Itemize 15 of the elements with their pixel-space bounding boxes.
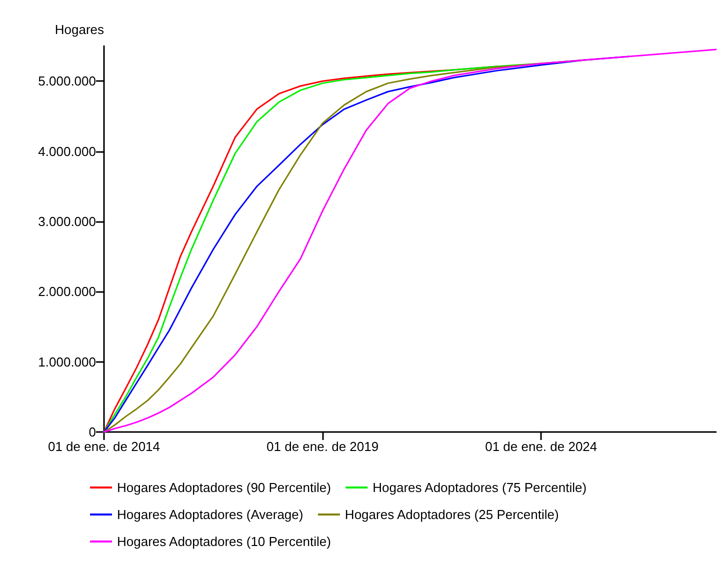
x-tick-label: 01 de ene. de 2024 <box>485 439 598 454</box>
legend-label: Hogares Adoptadores (Average) <box>117 507 304 522</box>
legend-label: Hogares Adoptadores (25 Percentile) <box>344 507 559 522</box>
y-axis-title: Hogares <box>54 22 104 37</box>
y-tick-label: 3.000.000 <box>38 214 96 229</box>
y-tick-label: 5.000.000 <box>38 74 96 89</box>
legend-label: Hogares Adoptadores (75 Percentile) <box>372 480 587 495</box>
y-tick-label: 2.000.000 <box>38 284 96 300</box>
y-tick-label: 4.000.000 <box>38 144 96 159</box>
legend-label: Hogares Adoptadores (90 Percentile) <box>117 480 331 495</box>
x-tick-label: 01 de ene. de 2014 <box>48 439 160 454</box>
y-tick-label: 1.000.000 <box>38 354 96 370</box>
x-tick-label: 01 de ene. de 2019 <box>266 439 379 454</box>
legend-label: Hogares Adoptadores (10 Percentile) <box>117 534 331 549</box>
y-tick-label: 0 <box>88 424 96 440</box>
